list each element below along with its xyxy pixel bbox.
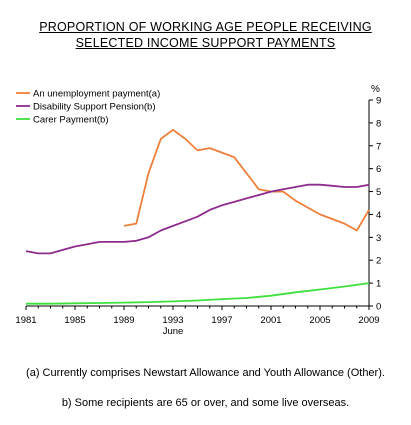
series-line-1 — [123, 128, 370, 232]
y-tick-label-8: 8 — [376, 118, 381, 129]
footnote-a: (a) Currently comprises Newstart Allowan… — [26, 367, 385, 379]
y-axis-label: % — [371, 84, 380, 95]
legend-label-3: Carer Payment(b) — [33, 114, 109, 125]
y-tick-label-9: 9 — [376, 96, 381, 107]
x-tick-label-2005: 2005 — [309, 315, 330, 326]
chart-title-line-2: SELECTED INCOME SUPPORT PAYMENTS — [75, 36, 336, 50]
x-tick-label-1985: 1985 — [64, 315, 85, 326]
x-tick-label-1989: 1989 — [113, 315, 134, 326]
y-tick-label-7: 7 — [376, 141, 381, 152]
x-tick-label-1981: 1981 — [15, 315, 36, 326]
y-tick-label-6: 6 — [376, 164, 381, 175]
legend-label-2: Disability Support Pension(b) — [33, 101, 156, 112]
y-tick-label-3: 3 — [376, 233, 381, 244]
y-tick-label-1: 1 — [376, 279, 381, 290]
x-tick-label-1993: 1993 — [162, 315, 183, 326]
series-line-3 — [26, 282, 370, 305]
footnote-b: b) Some recipients are 65 or over, and s… — [61, 397, 350, 409]
x-tick-label-2001: 2001 — [260, 315, 281, 326]
x-tick-label-2009: 2009 — [358, 315, 379, 326]
y-tick-label-0: 0 — [376, 302, 381, 313]
chart-title-line-1: PROPORTION OF WORKING AGE PEOPLE RECEIVI… — [39, 20, 372, 34]
legend-label-1: An unemployment payment(a) — [33, 88, 160, 99]
series-line-2 — [25, 183, 370, 255]
y-tick-label-4: 4 — [376, 210, 381, 221]
y-tick-label-5: 5 — [376, 187, 381, 198]
x-tick-label-1997: 1997 — [211, 315, 232, 326]
line-chart: 1981 1985 1989 1993 1997 2001 2005 2009 June 0 1 2 3… — [15, 84, 381, 337]
x-axis-note: June — [163, 326, 184, 337]
y-tick-label-2: 2 — [376, 256, 381, 267]
